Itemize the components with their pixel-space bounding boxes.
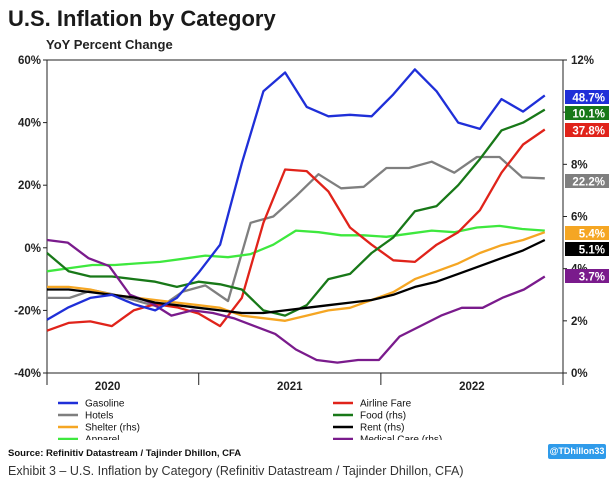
legend-label: Rent (rhs) bbox=[360, 423, 404, 434]
right-tick-label: 2% bbox=[571, 316, 588, 328]
x-year-label: 2022 bbox=[459, 381, 485, 393]
left-tick-label: 0% bbox=[24, 243, 41, 255]
end-label-box-shelter bbox=[565, 226, 609, 240]
series-line-rent bbox=[47, 238, 546, 315]
plot-border bbox=[46, 59, 564, 374]
left-tick-label: 60% bbox=[18, 55, 41, 67]
end-label-box-gasoline bbox=[565, 90, 609, 104]
left-tick-label: 20% bbox=[18, 180, 41, 192]
end-label-text: 37.8% bbox=[572, 126, 605, 138]
series-line-medical-care bbox=[46, 238, 546, 364]
x-year-label: 2020 bbox=[95, 381, 121, 393]
twitter-handle-badge[interactable]: @TDhillon33 bbox=[548, 444, 606, 459]
legend-label: Apparel bbox=[85, 435, 119, 441]
end-label-text: 5.1% bbox=[579, 245, 605, 257]
chart-subtitle: YoY Percent Change bbox=[46, 37, 173, 52]
source-note: Source: Refinitiv Datastream / Tajinder … bbox=[8, 448, 242, 459]
left-tick-label: 40% bbox=[18, 118, 41, 130]
end-label-box-food bbox=[565, 106, 609, 120]
left-tick-label: -40% bbox=[14, 368, 41, 380]
end-label-box-medical-care bbox=[565, 269, 609, 283]
legend-label: Shelter (rhs) bbox=[85, 423, 140, 434]
end-label-box-hotels bbox=[565, 174, 609, 188]
legend-label: Gasoline bbox=[85, 399, 125, 410]
x-year-label: 2021 bbox=[277, 381, 303, 393]
right-tick-label: 8% bbox=[571, 159, 588, 171]
legend-label: Airline Fare bbox=[360, 399, 412, 410]
right-tick-label: 12% bbox=[571, 55, 594, 67]
series-line-food bbox=[46, 108, 546, 317]
series-line-hotels bbox=[47, 155, 545, 309]
exhibit-caption: Exhibit 3 – U.S. Inflation by Category (… bbox=[8, 464, 464, 478]
end-label-box-rent bbox=[565, 242, 609, 256]
end-label-box-airline-fare bbox=[565, 123, 609, 137]
series-line-gasoline bbox=[46, 68, 546, 321]
end-label-text: 5.4% bbox=[579, 229, 605, 241]
end-label-text: 3.7% bbox=[579, 272, 605, 284]
series-line-apparel bbox=[46, 224, 545, 273]
right-tick-label: 6% bbox=[571, 212, 588, 224]
legend-label: Food (rhs) bbox=[360, 411, 406, 422]
series-line-airline-fare bbox=[46, 128, 546, 332]
chart-title: U.S. Inflation by Category bbox=[8, 6, 276, 31]
end-label-text: 48.7% bbox=[572, 93, 605, 105]
chart-area: 60%40%20%0%-20%-40%12%10%8%6%4%2%0%20202… bbox=[14, 55, 609, 441]
end-label-text: 10.1% bbox=[572, 109, 605, 121]
end-label-text: 22.2% bbox=[572, 177, 605, 189]
right-tick-label: 0% bbox=[571, 368, 588, 380]
legend-label: Hotels bbox=[85, 411, 113, 422]
left-tick-label: -20% bbox=[14, 305, 41, 317]
legend-label: Medical Care (rhs) bbox=[360, 435, 442, 441]
